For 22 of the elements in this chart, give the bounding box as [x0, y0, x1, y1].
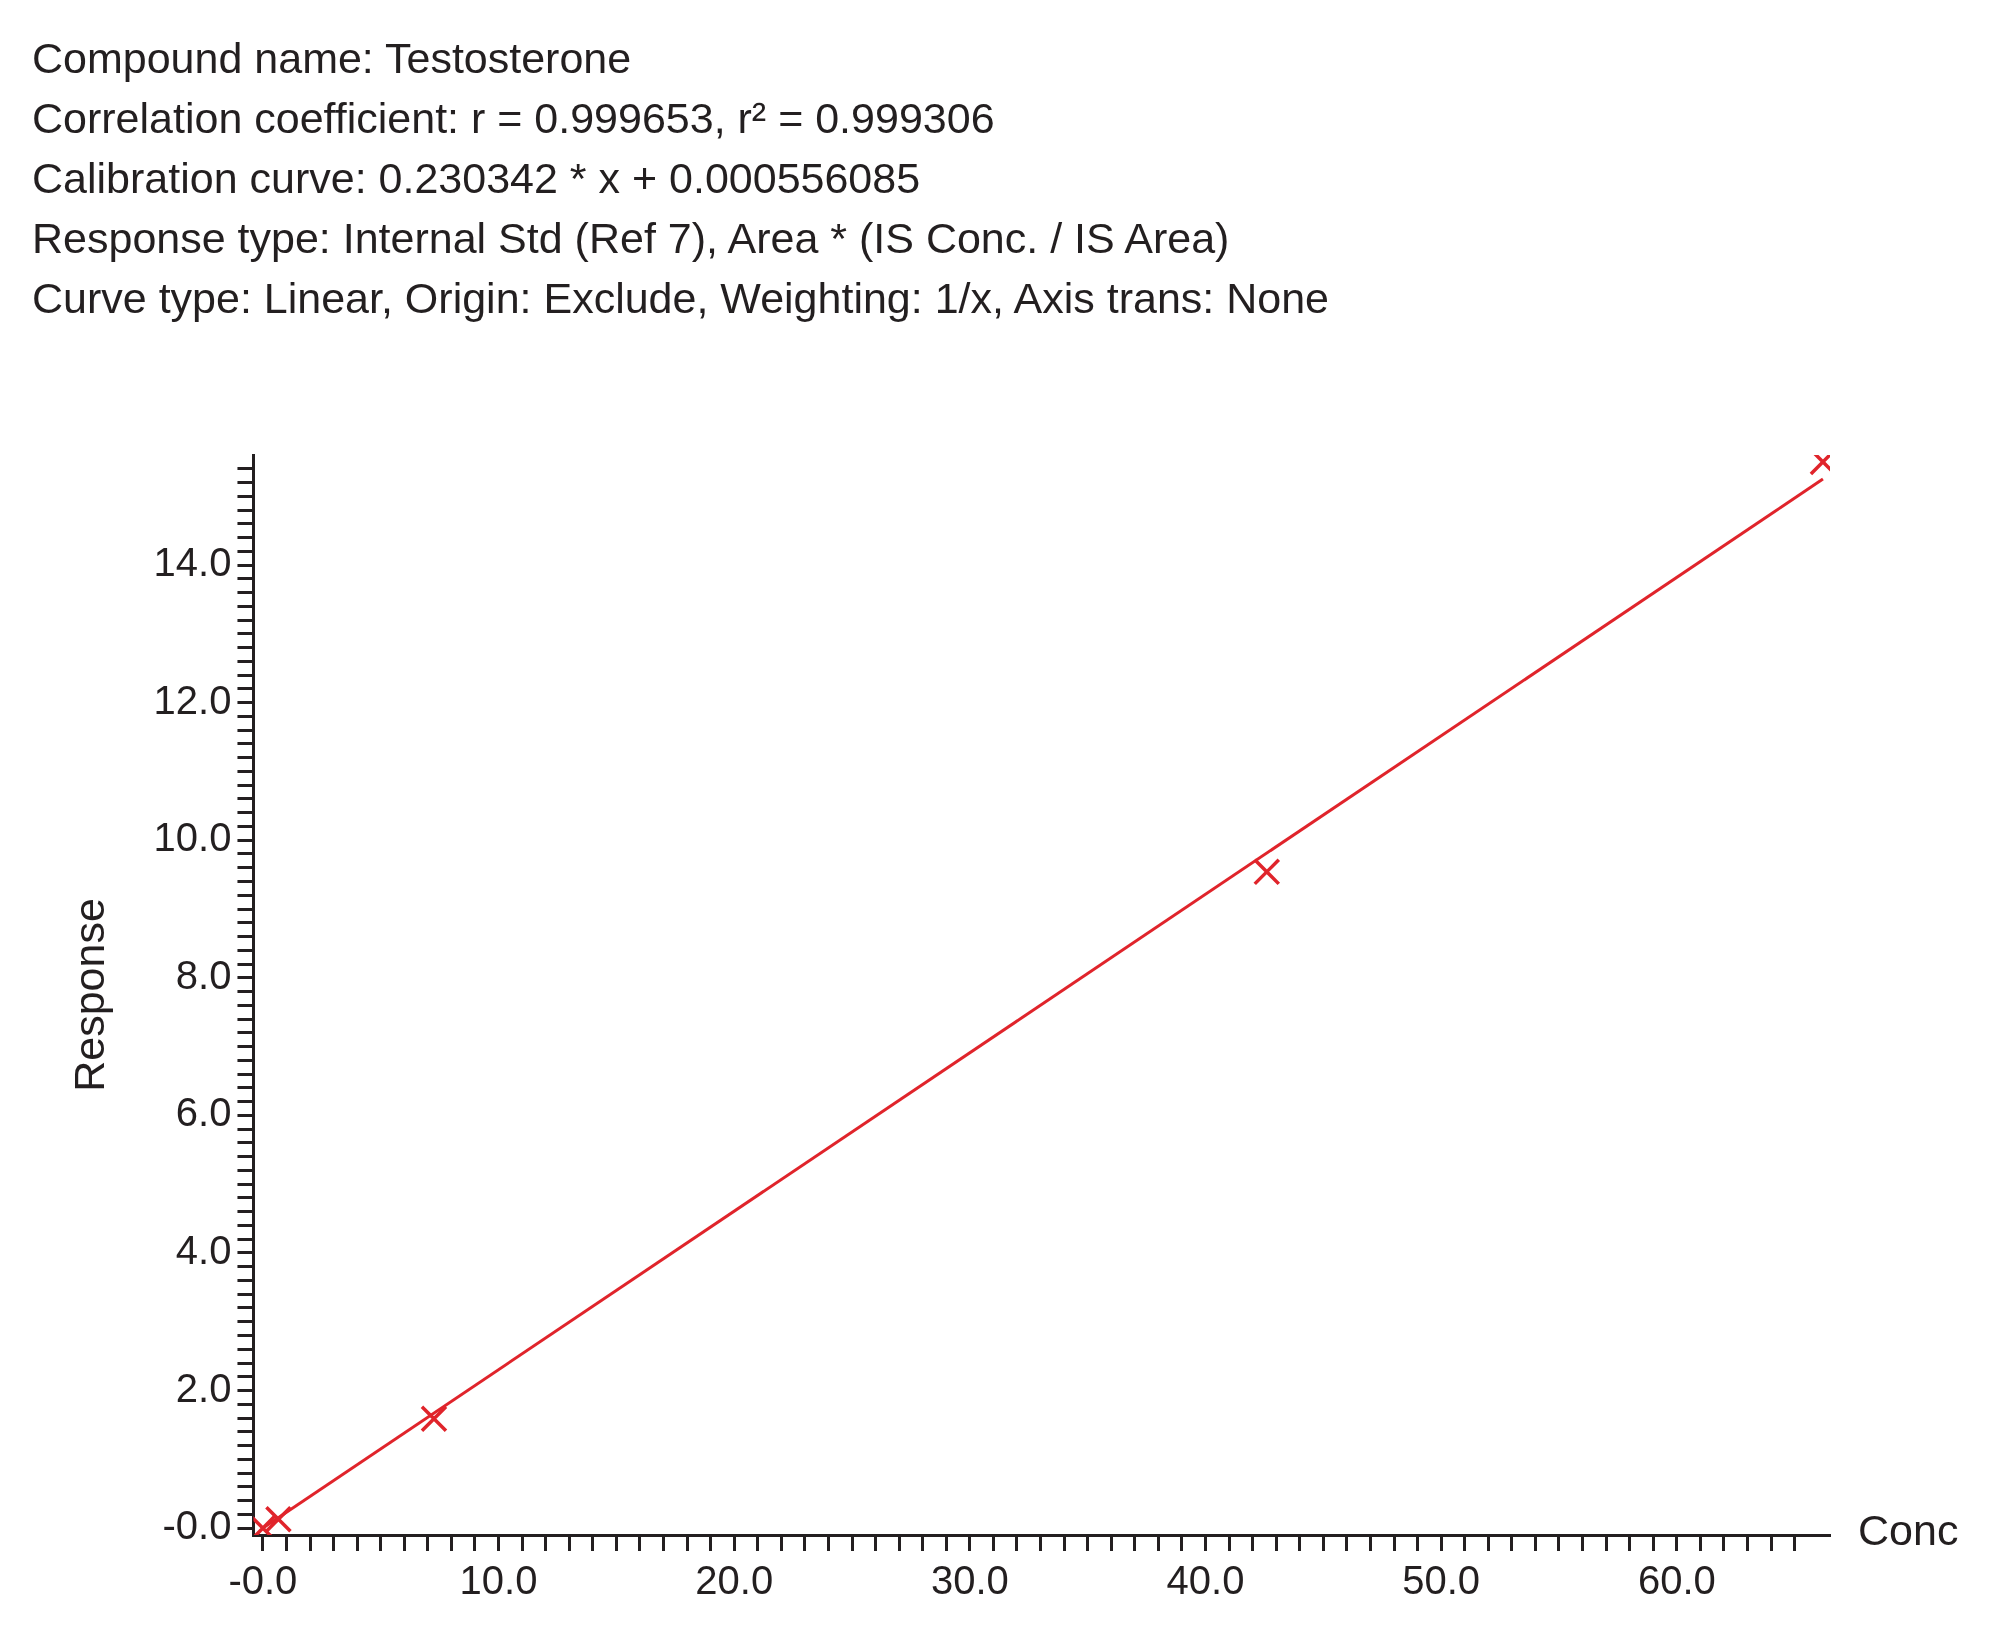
y-axis-title: Response — [64, 898, 113, 1092]
y-tick-label: 2.0 — [175, 1365, 232, 1410]
text: Curve type: Linear, Origin: Exclude, Weighting: 1/x, Axis trans: None — [32, 273, 1330, 324]
y-tick-label: 12.0 — [153, 677, 232, 722]
text: Calibration curve: 0.230342 * x + 0.000556085 — [32, 153, 922, 204]
y-tick-label: 4.0 — [175, 1227, 232, 1272]
x-tick-label: 40.0 — [1166, 1558, 1245, 1603]
x-tick-label: 30.0 — [930, 1558, 1009, 1603]
y-tick-label: 6.0 — [175, 1090, 232, 1135]
x-tick-label: 10.0 — [459, 1558, 538, 1603]
y-tick-label: -0.0 — [162, 1503, 232, 1548]
chart-title: Compound name: Testosterone — [32, 33, 633, 84]
text: Response type: Internal Std (Ref 7), Area * (IS Conc. / IS Area) — [32, 213, 1231, 264]
x-axis-title: Conc — [1858, 1505, 1959, 1554]
y-tick-label: 8.0 — [175, 952, 232, 997]
x-tick-label: 20.0 — [695, 1558, 774, 1603]
x-tick-label: 60.0 — [1637, 1558, 1716, 1603]
y-tick-label: 10.0 — [153, 815, 232, 860]
x-tick-label: -0.0 — [228, 1558, 298, 1603]
x-tick-label: 50.0 — [1402, 1558, 1481, 1603]
y-tick-label: 14.0 — [153, 540, 232, 585]
text: Correlation coefficient: r = 0.999653, r² = 0.999306 — [32, 93, 996, 144]
